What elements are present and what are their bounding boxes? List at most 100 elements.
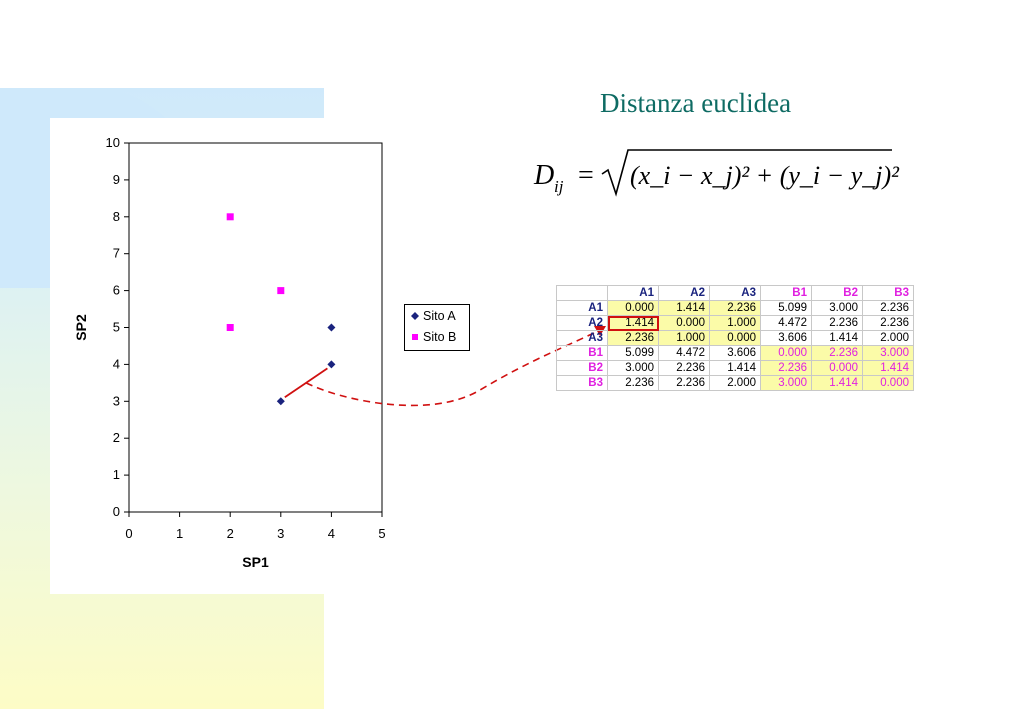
plot-area [128, 142, 383, 513]
site-a-point [327, 360, 336, 369]
chart-legend: Sito A Sito B [404, 304, 470, 351]
matrix-row-header: A3 [556, 330, 608, 346]
y-tick-label: 5 [113, 320, 120, 335]
x-tick-label: 4 [328, 526, 335, 541]
matrix-row: A1 0.000 1.414 2.236 5.099 3.000 2.236 [556, 300, 914, 316]
legend-label-site-b: Sito B [423, 330, 457, 344]
euclidean-distance-formula: D ij = (x_i − x_j)² + (y_i − y_j)² [533, 149, 900, 197]
matrix-cell: 2.000 [862, 330, 914, 346]
y-tick-label: 8 [113, 209, 120, 224]
x-tick-label: 2 [227, 526, 234, 541]
matrix-row-header: A2 [556, 315, 608, 331]
diamond-marker-icon [411, 312, 419, 320]
matrix-cell: 1.414 [811, 330, 863, 346]
legend-label-site-a: Sito A [423, 309, 456, 323]
y-tick-label: 0 [113, 504, 120, 519]
x-tick-label: 5 [378, 526, 385, 541]
legend-item-site-b: Sito B [411, 330, 456, 344]
matrix-row: A2 1.414 0.000 1.000 4.472 2.236 2.236 [556, 315, 914, 331]
x-tick-label: 1 [176, 526, 183, 541]
x-tick-label: 3 [277, 526, 284, 541]
matrix-cell: 1.000 [658, 330, 710, 346]
matrix-cell: 2.236 [607, 375, 659, 391]
matrix-cell: 2.236 [709, 300, 761, 316]
matrix-cell: 1.414 [658, 300, 710, 316]
matrix-column-header: A1 [607, 285, 659, 301]
y-tick-label: 1 [113, 467, 120, 482]
y-tick-label: 4 [113, 356, 120, 371]
matrix-cell: 0.000 [760, 345, 812, 361]
distance-matrix-table: A1 A2 A3 B1 B2 B3 A1 0.000 1.414 2.236 5.099 3.000 2… [556, 285, 914, 391]
y-tick-label: 9 [113, 172, 120, 187]
matrix-row-header: B1 [556, 345, 608, 361]
y-tick-label: 6 [113, 283, 120, 298]
y-tick-label: 3 [113, 393, 120, 408]
matrix-column-header: A3 [709, 285, 761, 301]
matrix-cell: 2.000 [709, 375, 761, 391]
formula-body: (x_i − x_j)² + (y_i − y_j)² [630, 161, 900, 190]
matrix-cell: 5.099 [760, 300, 812, 316]
matrix-cell: 3.000 [862, 345, 914, 361]
matrix-cell: 2.236 [862, 315, 914, 331]
matrix-row-header: B2 [556, 360, 608, 376]
matrix-row: B2 3.000 2.236 1.414 2.236 0.000 1.414 [556, 360, 914, 376]
x-axis-label: SP1 [242, 554, 269, 570]
matrix-cell: 2.236 [811, 345, 863, 361]
chart-points [226, 213, 336, 406]
y-axis-label: SP2 [73, 314, 89, 341]
matrix-cell: 2.236 [607, 330, 659, 346]
matrix-column-header: B2 [811, 285, 863, 301]
matrix-cell: 1.414 [709, 360, 761, 376]
matrix-cell: 1.414 [811, 375, 863, 391]
matrix-column-header: B1 [760, 285, 812, 301]
matrix-row: A3 2.236 1.000 0.000 3.606 1.414 2.000 [556, 330, 914, 346]
chart-axes: 0 1 2 3 4 5 6 7 8 9 10 0 1 2 3 4 5 [106, 135, 386, 541]
matrix-column-header: B3 [862, 285, 914, 301]
matrix-cell: 5.099 [607, 345, 659, 361]
site-a-point [276, 397, 285, 406]
site-b-point [226, 213, 234, 221]
matrix-cell: 3.000 [811, 300, 863, 316]
matrix-cell: 4.472 [760, 315, 812, 331]
matrix-cell: 1.414 [607, 315, 659, 331]
matrix-cell: 0.000 [862, 375, 914, 391]
y-tick-label: 10 [106, 135, 120, 150]
matrix-cell: 2.236 [862, 300, 914, 316]
site-a-point [327, 323, 336, 332]
matrix-header-row: A1 A2 A3 B1 B2 B3 [556, 285, 914, 301]
matrix-cell: 3.000 [607, 360, 659, 376]
distance-matrix: A1 A2 A3 B1 B2 B3 A1 0.000 1.414 2.236 5.099 3.000 2… [556, 285, 914, 391]
square-marker-icon [412, 334, 418, 340]
matrix-cell: 0.000 [709, 330, 761, 346]
matrix-cell: 1.000 [709, 315, 761, 331]
formula-equals: = [578, 160, 594, 191]
slide-title: Distanza euclidea [600, 88, 792, 118]
highlight-segment [284, 367, 328, 399]
matrix-cell: 2.236 [811, 315, 863, 331]
matrix-cell: 2.236 [760, 360, 812, 376]
matrix-cell: 0.000 [607, 300, 659, 316]
matrix-cell: 0.000 [658, 315, 710, 331]
formula-lhs-subscript: ij [554, 177, 564, 196]
y-tick-label: 7 [113, 246, 120, 261]
site-b-point [226, 324, 234, 331]
matrix-cell: 4.472 [658, 345, 710, 361]
matrix-row: B1 5.099 4.472 3.606 0.000 2.236 3.000 [556, 345, 914, 361]
matrix-cell: 3.606 [760, 330, 812, 346]
matrix-row-header: B3 [556, 375, 608, 391]
matrix-cell: 3.606 [709, 345, 761, 361]
matrix-cell: 2.236 [658, 375, 710, 391]
matrix-cell: 1.414 [862, 360, 914, 376]
formula-radical [601, 149, 892, 197]
matrix-row-header: A1 [556, 300, 608, 316]
matrix-column-header: A2 [658, 285, 710, 301]
legend-item-site-a: Sito A [411, 309, 456, 323]
matrix-cell: 3.000 [760, 375, 812, 391]
formula-lhs: D [533, 160, 554, 191]
matrix-cell: 0.000 [811, 360, 863, 376]
site-b-point [277, 287, 285, 295]
y-tick-label: 2 [113, 430, 120, 445]
matrix-corner [556, 285, 608, 301]
matrix-cell: 2.236 [658, 360, 710, 376]
